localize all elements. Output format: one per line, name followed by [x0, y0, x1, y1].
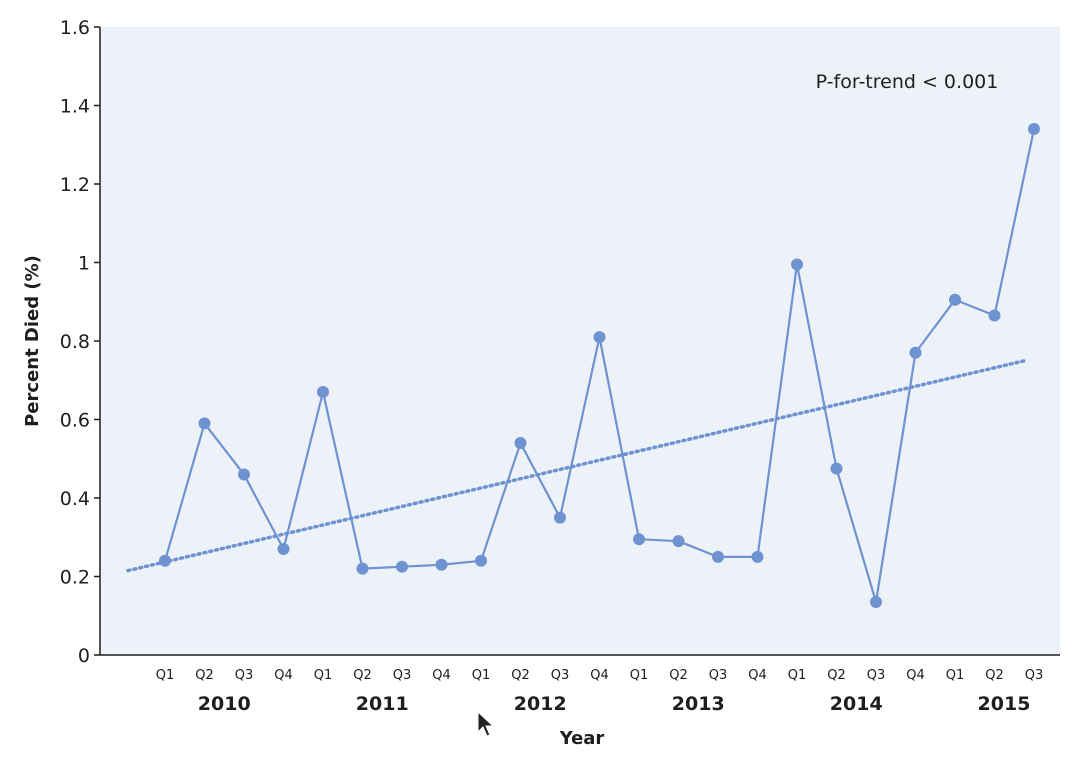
year-group-label: 2011	[356, 693, 409, 715]
data-point	[514, 437, 527, 450]
mouse-cursor-icon	[477, 710, 495, 737]
x-tick-label: Q1	[472, 668, 491, 683]
year-group-label: 2014	[830, 693, 883, 715]
y-tick-label: 1	[78, 253, 90, 275]
x-tick-label: Q1	[156, 668, 175, 683]
y-tick-label: 0.8	[60, 331, 90, 353]
x-tick-label: Q3	[867, 668, 886, 683]
data-point	[356, 562, 369, 575]
data-point	[712, 550, 724, 563]
x-tick-label: Q4	[748, 668, 767, 683]
x-tick-label: Q2	[985, 668, 1004, 683]
x-tick-label: Q4	[590, 668, 609, 683]
data-point	[435, 558, 448, 571]
data-point	[751, 550, 764, 563]
plot-area	[100, 27, 1060, 655]
y-tick-label: 1.4	[60, 96, 90, 118]
data-point	[277, 543, 290, 556]
x-tick-label: Q3	[709, 668, 728, 683]
data-point	[159, 554, 171, 567]
data-point	[1028, 123, 1040, 136]
x-tick-label: Q4	[906, 668, 925, 683]
x-tick-label: Q4	[274, 668, 293, 683]
y-tick-label: 1.6	[60, 17, 90, 39]
x-tick-label: Q3	[551, 668, 570, 683]
year-group-label: 2010	[198, 693, 251, 715]
x-tick-label: Q2	[669, 668, 688, 683]
data-point	[791, 258, 803, 271]
data-point	[198, 417, 211, 430]
y-tick-label: 0.4	[60, 488, 90, 510]
series-layer	[159, 123, 1040, 609]
x-tick-label: Q2	[195, 668, 214, 683]
year-group-label: 2015	[978, 693, 1031, 715]
year-group-label: 2012	[514, 693, 567, 715]
x-tick-label: Q3	[235, 668, 254, 683]
data-point	[633, 533, 645, 546]
x-tick-label: Q2	[827, 668, 846, 683]
y-tick-label: 0	[78, 645, 90, 667]
data-point	[475, 554, 487, 567]
data-point	[672, 535, 685, 548]
y-axis-title: Percent Died (%)	[22, 255, 43, 427]
x-tick-label: Q2	[353, 668, 372, 683]
x-tick-label: Q1	[630, 668, 649, 683]
data-point	[830, 462, 843, 475]
y-tick-label: 1.2	[60, 174, 90, 196]
x-tick-label: Q2	[511, 668, 530, 683]
x-tick-label: Q1	[946, 668, 965, 683]
data-point	[593, 331, 606, 344]
x-tick-label: Q3	[1025, 668, 1044, 683]
p-for-trend-annotation: P-for-trend < 0.001	[816, 71, 999, 93]
y-tick-label: 0.2	[60, 567, 90, 589]
x-tick-label: Q1	[788, 668, 807, 683]
data-point	[554, 511, 566, 524]
data-point	[909, 346, 922, 359]
x-axis-title: Year	[559, 728, 605, 749]
axis-layer	[94, 26, 1060, 656]
data-point	[317, 386, 329, 399]
x-tick-label: Q4	[432, 668, 451, 683]
data-point	[238, 468, 250, 481]
x-tick-label: Q3	[393, 668, 412, 683]
year-group-label: 2013	[672, 693, 725, 715]
data-point	[949, 293, 961, 306]
data-point	[396, 560, 408, 573]
data-point	[988, 309, 1001, 322]
y-tick-label: 0.6	[60, 410, 90, 432]
data-point	[870, 596, 882, 609]
x-tick-label: Q1	[314, 668, 333, 683]
label-layer: 0 0.2 0.4 0.6 0.8 1 1.2 1.4 1.6 Q1 Q2 Q3 Q4 Q1 Q2 Q3 Q4 Q…	[60, 17, 1043, 715]
